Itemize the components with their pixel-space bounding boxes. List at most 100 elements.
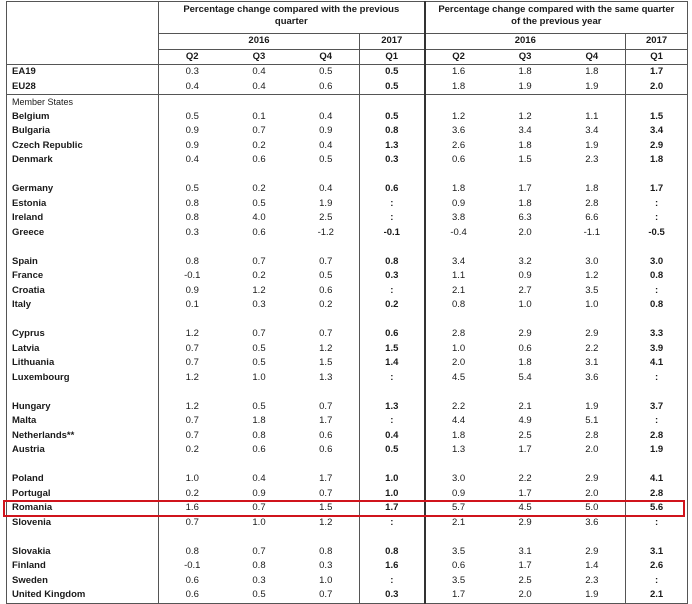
country-name: EA19 [12,66,36,77]
yoy-value: 1.9 [585,589,599,600]
yoy-value: -0.5 [625,225,688,240]
country-name: Luxembourg [12,371,70,383]
yoy-value: 3.9 [625,341,688,356]
qoq-year-2016: 2016 [158,33,360,50]
country-name: Bulgaria [12,125,51,136]
yoy-value: 5.7 [423,501,492,516]
qoq-value: 1.3 [358,138,425,153]
yoy-value: 1.8 [423,428,492,443]
yoy-value: 0.6 [423,153,492,168]
yoy-value: -0.4 [423,225,492,240]
yoy-value: 1.8 [518,197,532,209]
yoy-value: 1.7 [518,444,532,455]
yoy-value: 1.5 [625,109,688,124]
qoq-value: 1.9 [319,197,333,209]
qoq-value: 1.2 [158,399,226,414]
country-name: Malta [12,415,37,426]
qoq-value: 0.8 [158,254,226,269]
yoy-value: 2.5 [518,429,532,441]
qoq-value: 0.4 [252,66,266,77]
qoq-value: 1.8 [252,415,266,426]
qoq-value: 0.2 [252,183,266,194]
yoy-value: 1.8 [518,66,532,77]
qoq-value: 0.1 [158,298,226,313]
qoq-value: -0.1 [158,559,226,574]
yoy-value: 3.6 [585,516,599,528]
qoq-value: 0.7 [319,589,333,600]
qoq-q2: Q2 [158,49,226,65]
qoq-value: 1.0 [358,486,425,501]
yoy-value: 1.1 [585,110,599,122]
qoq-value: 0.6 [158,573,226,588]
qoq-value: 0.3 [319,560,333,571]
yoy-value: 6.3 [518,212,532,223]
table-row: Finland -0.1 0.8 0.3 1.6 0.6 1.7 1.4 2.6 [7,559,688,574]
qoq-value: 0.7 [158,341,226,356]
qoq-value: 0.5 [252,400,266,412]
country-name: Hungary [12,400,51,412]
qoq-q4: Q4 [292,49,360,65]
yoy-value: 0.9 [518,270,532,281]
country-name: Romania [12,502,53,513]
yoy-q1: Q1 [625,49,688,65]
qoq-value: 1.0 [319,574,333,586]
qoq-value: : [358,414,425,429]
qoq-value: 4.0 [252,212,266,223]
country-name: Slovakia [12,545,51,557]
yoy-value: 2.0 [585,444,599,455]
yoy-value: 5.1 [585,415,599,426]
qoq-value: 1.2 [319,516,333,528]
qoq-value: 0.5 [252,357,266,368]
yoy-value: 4.5 [423,370,492,385]
qoq-value: 0.5 [358,443,425,458]
yoy-value: 2.3 [585,574,599,586]
yoy-value: : [625,196,688,211]
table-row: Latvia 0.7 0.5 1.2 1.5 1.0 0.6 2.2 3.9 [7,341,688,356]
country-name: Lithuania [12,357,55,368]
qoq-value: 1.2 [319,342,333,354]
qoq-value: 0.8 [158,211,226,226]
qoq-value: : [358,283,425,298]
country-name: Latvia [12,342,40,354]
qoq-value: 0.7 [158,515,226,530]
qoq-value: 0.7 [319,328,333,339]
yoy-value: 2.2 [423,399,492,414]
table-body: EA19 0.3 0.4 0.5 0.5 1.6 1.8 1.8 1.7 EU28 0.4 0.4 0.… [6,64,688,603]
yoy-value: 3.4 [625,124,688,139]
spacer-row [7,385,688,400]
country-name: Denmark [12,154,53,165]
qoq-value: 1.0 [158,472,226,487]
qoq-value: 1.0 [252,371,266,383]
qoq-value: 0.2 [252,139,266,151]
qoq-value: 1.7 [319,473,333,484]
yoy-value: 3.5 [423,573,492,588]
qoq-value: : [358,370,425,385]
table-row: Bulgaria 0.9 0.7 0.9 0.8 3.6 3.4 3.4 3.4 [7,124,688,139]
qoq-value: 0.8 [319,545,333,557]
table-row: Italy 0.1 0.3 0.2 0.2 0.8 1.0 1.0 0.8 [7,298,688,313]
qoq-value: 0.7 [252,328,266,339]
yoy-year-2016: 2016 [423,33,626,50]
qoq-value: 1.7 [358,501,425,516]
table-row: Luxembourg 1.2 1.0 1.3:4.5 5.4 3.6: [7,370,688,385]
yoy-value: 3.6 [423,124,492,139]
yoy-value: 3.7 [625,399,688,414]
yoy-value: 1.8 [585,183,599,194]
yoy-value: 2.0 [518,226,532,238]
yoy-value: 1.0 [518,299,532,310]
qoq-value: 2.5 [319,212,333,223]
yoy-value: 2.9 [518,328,532,339]
qoq-value: 0.8 [358,124,425,139]
qoq-value: 0.4 [319,110,333,122]
qoq-value: 0.5 [319,270,333,281]
qoq-value: 0.2 [252,270,266,281]
qoq-value: 0.5 [252,197,266,209]
yoy-value: 2.9 [625,138,688,153]
qoq-value: : [358,515,425,530]
yoy-value: 1.8 [518,357,532,368]
qoq-value: 0.5 [358,109,425,124]
yoy-value: -1.1 [583,226,600,238]
yoy-value: 0.8 [625,298,688,313]
yoy-value: 0.6 [423,559,492,574]
